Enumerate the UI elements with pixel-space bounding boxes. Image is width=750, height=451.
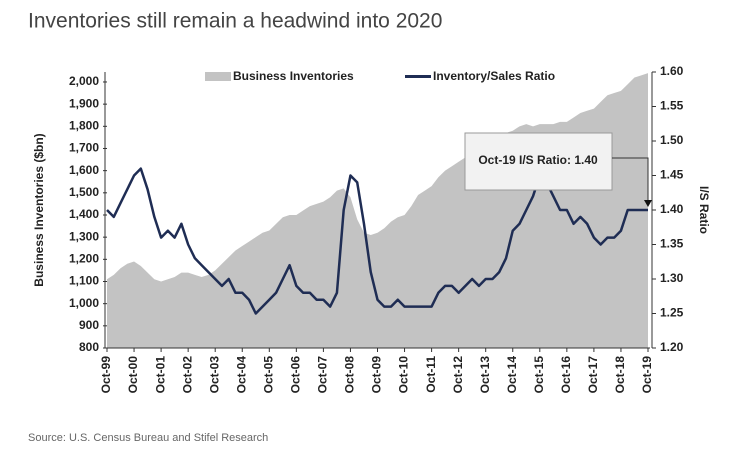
annotation: Oct-19 I/S Ratio: 1.40 <box>478 153 598 167</box>
y2-tick-label: 1.40 <box>660 202 684 216</box>
x-tick-label: Oct-04 <box>234 356 248 394</box>
y-tick-label: 1,700 <box>69 141 99 155</box>
x-tick-label: Oct-05 <box>261 356 275 394</box>
y2-tick-label: 1.30 <box>660 271 684 285</box>
annotation-arrow <box>612 157 649 204</box>
x-tick-label: Oct-10 <box>397 356 411 394</box>
chart-title: Inventories still remain a headwind into… <box>28 10 442 33</box>
x-tick-label: Oct-15 <box>532 356 546 394</box>
y2-axis-label: I/S Ratio <box>697 186 711 234</box>
y2-tick-label: 1.60 <box>660 64 684 78</box>
x-tick-label: Oct-07 <box>316 356 330 394</box>
y-tick-label: 1,300 <box>69 229 99 243</box>
x-tick-label: Oct-01 <box>153 356 167 394</box>
x-tick-label: Oct-06 <box>289 356 303 394</box>
y2-tick-label: 1.50 <box>660 133 684 147</box>
y-tick-label: 2,000 <box>69 74 99 88</box>
x-tick-label: Oct-03 <box>207 356 221 394</box>
y-tick-label: 1,900 <box>69 96 99 110</box>
x-tick-label: Oct-08 <box>343 356 357 394</box>
y-tick-label: 1,600 <box>69 163 99 177</box>
y2-tick-label: 1.25 <box>660 306 684 320</box>
x-tick-label: Oct-12 <box>451 356 465 394</box>
x-tick-label: Oct-14 <box>505 356 519 394</box>
legend-swatch <box>205 72 231 81</box>
x-tick-label: Oct-13 <box>478 356 492 394</box>
legend-label: Inventory/Sales Ratio <box>433 69 555 83</box>
y-tick-label: 800 <box>79 340 99 354</box>
x-tick-label: Oct-18 <box>613 356 627 394</box>
y2-tick-label: 1.20 <box>660 340 684 354</box>
source-note: Source: U.S. Census Bureau and Stifel Re… <box>28 432 268 444</box>
x-tick-label: Oct-09 <box>370 356 384 394</box>
ratio-line <box>106 167 648 315</box>
legend-label: Business Inventories <box>233 69 354 83</box>
y-tick-label: 1,800 <box>69 118 99 132</box>
y-tick-label: 1,500 <box>69 185 99 199</box>
y2-tick-label: 1.55 <box>660 99 684 113</box>
x-tick-label: Oct-00 <box>126 356 140 394</box>
x-tick-label: Oct-11 <box>424 356 438 393</box>
y2-tick-label: 1.35 <box>660 237 684 251</box>
annotation-arrowhead <box>644 200 652 207</box>
y2-tick-label: 1.45 <box>660 168 684 182</box>
x-tick-label: Oct-02 <box>180 356 194 394</box>
y-tick-label: 1,200 <box>69 251 99 265</box>
x-tick-label: Oct-16 <box>559 356 573 394</box>
y-tick-label: 1,400 <box>69 207 99 221</box>
y-tick-label: 1,000 <box>69 296 99 310</box>
annotation-box <box>464 132 613 191</box>
x-tick-label: Oct-99 <box>99 356 113 394</box>
x-tick-label: Oct-19 <box>640 356 654 394</box>
y-tick-label: 900 <box>79 318 99 332</box>
y-tick-label: 1,100 <box>69 274 99 288</box>
x-tick-label: Oct-17 <box>586 356 600 394</box>
y-axis-label: Business Inventories ($bn) <box>32 133 46 286</box>
